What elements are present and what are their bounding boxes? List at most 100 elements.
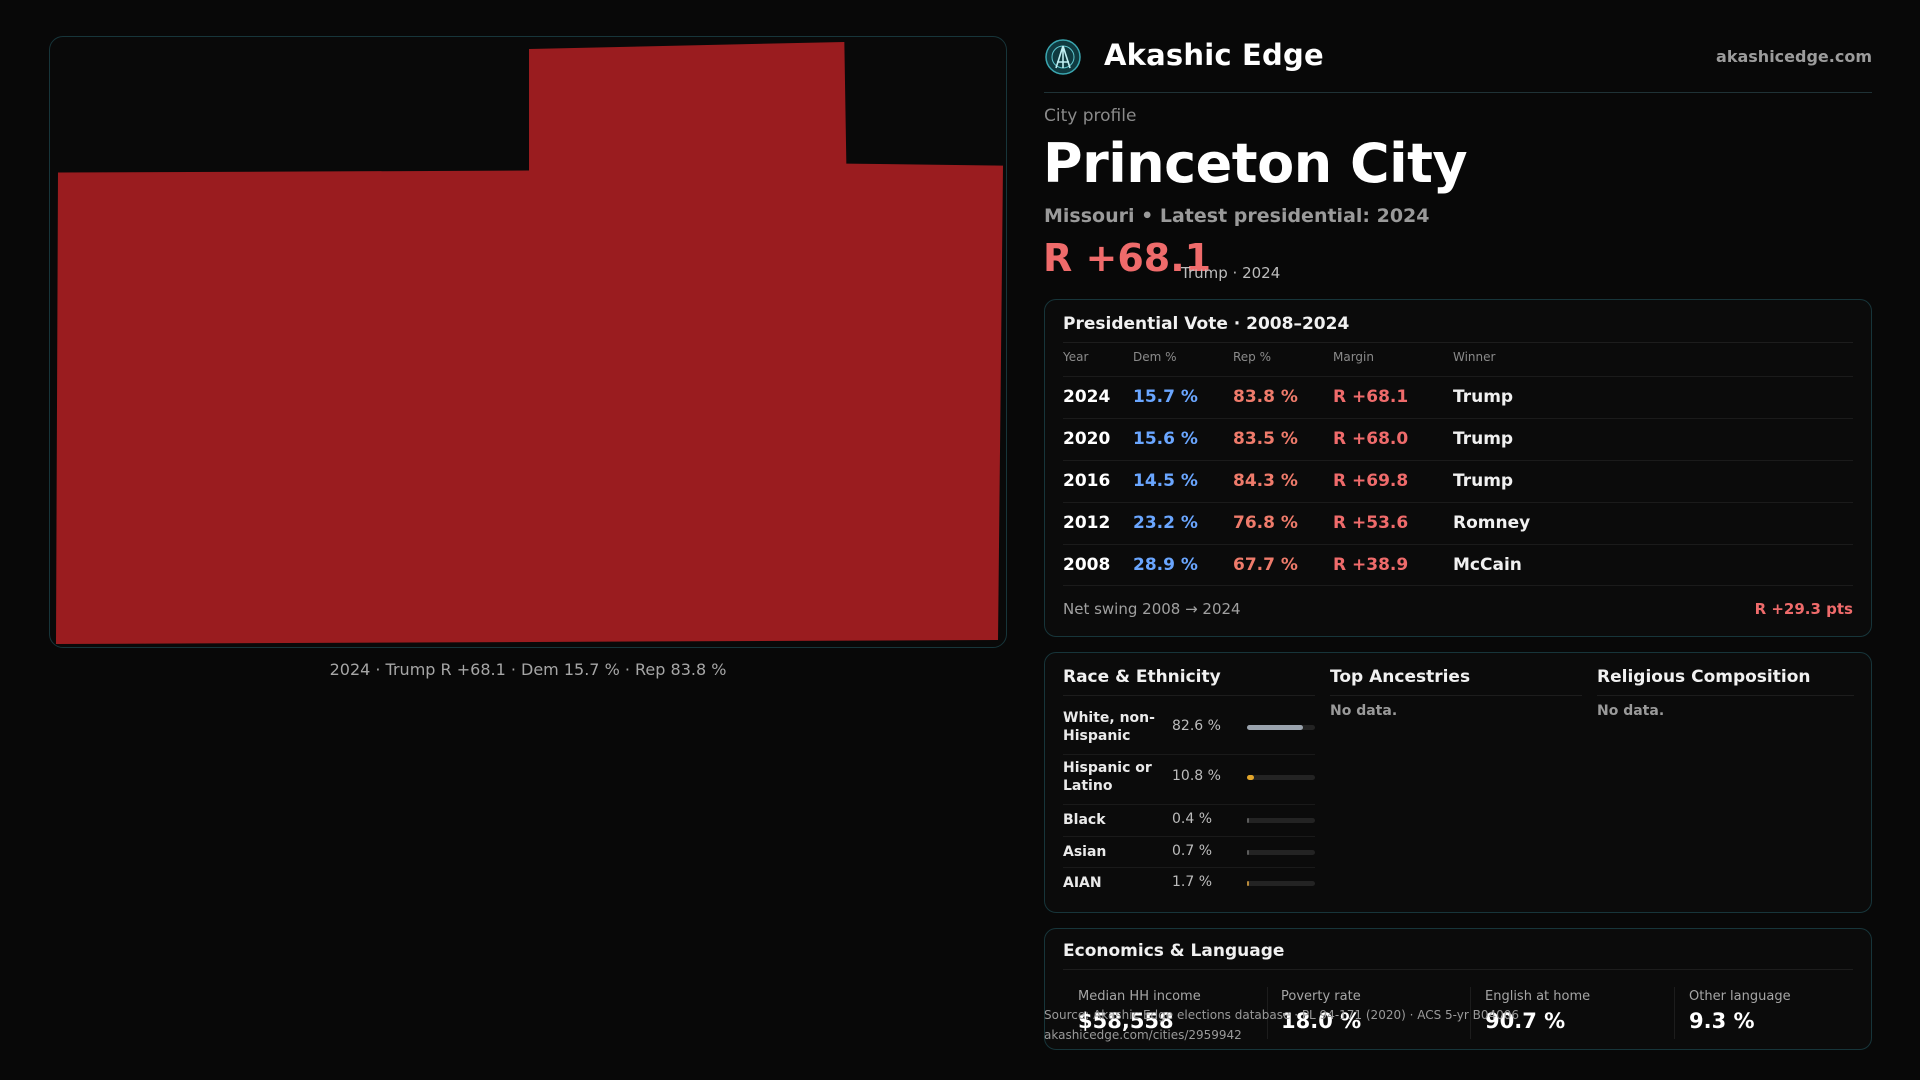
site-link[interactable]: akashicedge.com: [1716, 47, 1872, 66]
akashic-edge-logo-icon[interactable]: [1044, 38, 1082, 76]
divider: [1597, 695, 1854, 696]
stat-label: English at home: [1485, 989, 1591, 1004]
cell-winner: Trump: [1453, 471, 1514, 491]
cell-margin: R +68.1: [1333, 387, 1409, 407]
cell-winner: McCain: [1453, 555, 1522, 575]
map-caption: 2024 · Trump R +68.1 · Dem 15.7 % · Rep …: [329, 660, 727, 679]
race-row: AIAN 1.7 %: [1063, 868, 1315, 899]
divider: [1674, 987, 1675, 1039]
footer: Source: Akashic Edge elections database …: [1044, 1005, 1519, 1045]
race-bar-fill: [1247, 775, 1255, 780]
empty-state: No data.: [1330, 703, 1398, 719]
race-ethnicity-section: Race & Ethnicity White, non-Hispanic 82.…: [1063, 653, 1315, 912]
stat-value: 9.3 %: [1689, 1009, 1755, 1033]
app-title: Akashic Edge: [1104, 38, 1324, 72]
race-bar-fill: [1247, 818, 1250, 823]
cell-rep: 84.3 %: [1233, 471, 1298, 491]
stat-label: Median HH income: [1078, 989, 1201, 1004]
cell-margin: R +38.9: [1333, 555, 1409, 575]
divider: [1330, 695, 1582, 696]
race-label: Black: [1063, 812, 1106, 828]
column-header-rep: Rep %: [1233, 350, 1272, 364]
race-label: Hispanic or Latino: [1063, 760, 1152, 794]
divider: [1063, 342, 1853, 343]
cell-winner: Trump: [1453, 387, 1514, 407]
net-swing: Net swing 2008 → 2024 R +29.3 pts: [1063, 600, 1853, 618]
city-boundary-shape[interactable]: [55, 41, 1004, 645]
cell-dem: 15.6 %: [1133, 429, 1198, 449]
race-label: AIAN: [1063, 875, 1102, 891]
source-note: Source: Akashic Edge elections database …: [1044, 1008, 1520, 1022]
empty-state: No data.: [1597, 703, 1665, 719]
table-row: 2008 28.9 % 67.7 % R +38.9 McCain: [1063, 544, 1853, 586]
net-swing-value: R +29.3 pts: [1754, 600, 1853, 618]
race-row: White, non-Hispanic 82.6 %: [1063, 705, 1315, 755]
cell-margin: R +68.0: [1333, 429, 1409, 449]
section-title: Top Ancestries: [1330, 667, 1471, 687]
column-header-year: Year: [1063, 350, 1089, 364]
section-title: Race & Ethnicity: [1063, 667, 1221, 687]
race-percent: 10.8 %: [1172, 768, 1221, 784]
stat-label: Poverty rate: [1281, 989, 1361, 1004]
table-header: Year Dem % Rep % Margin Winner: [1063, 350, 1853, 376]
table-row: 2024 15.7 % 83.8 % R +68.1 Trump: [1063, 376, 1853, 418]
top-ancestries-section: Top Ancestries No data.: [1330, 653, 1582, 912]
stat-value: 18.0 %: [1281, 1009, 1362, 1033]
cell-year: 2008: [1063, 555, 1111, 575]
cell-winner: Trump: [1453, 429, 1514, 449]
stat-label: Other language: [1689, 989, 1791, 1004]
race-bar-track: [1247, 881, 1315, 886]
race-row: Black 0.4 %: [1063, 805, 1315, 837]
cell-margin: R +53.6: [1333, 513, 1409, 533]
net-swing-label: Net swing 2008 → 2024: [1063, 600, 1241, 618]
cell-year: 2016: [1063, 471, 1111, 491]
economics-language-card: Economics & Language Median HH income $5…: [1044, 928, 1872, 1050]
race-label: White, non-Hispanic: [1063, 710, 1155, 744]
column-header-dem: Dem %: [1133, 350, 1177, 364]
race-bar-track: [1247, 850, 1315, 855]
divider: [1063, 695, 1315, 696]
headline-margin-note: Trump · 2024: [1181, 264, 1281, 282]
page-eyebrow: City profile: [1044, 106, 1137, 126]
cell-year: 2020: [1063, 429, 1111, 449]
stat-other-language: Other language 9.3 %: [1689, 989, 1859, 1041]
cell-winner: Romney: [1453, 513, 1531, 533]
cell-rep: 67.7 %: [1233, 555, 1298, 575]
demographics-card: Race & Ethnicity White, non-Hispanic 82.…: [1044, 652, 1872, 913]
divider: [1267, 987, 1268, 1039]
page-url-link[interactable]: akashicedge.com/cities/2959942: [1044, 1028, 1242, 1042]
cell-dem: 23.2 %: [1133, 513, 1198, 533]
cell-rep: 83.8 %: [1233, 387, 1298, 407]
race-bar-fill: [1247, 850, 1250, 855]
column-header-margin: Margin: [1333, 350, 1374, 364]
cell-year: 2024: [1063, 387, 1111, 407]
table-row: 2012 23.2 % 76.8 % R +53.6 Romney: [1063, 502, 1853, 544]
cell-rep: 76.8 %: [1233, 513, 1298, 533]
app-header: Akashic Edge akashicedge.com: [1044, 34, 1872, 93]
race-percent: 82.6 %: [1172, 718, 1221, 734]
divider: [1063, 969, 1853, 970]
race-percent: 0.4 %: [1172, 811, 1213, 827]
city-map[interactable]: [49, 36, 1007, 648]
race-bar-track: [1247, 775, 1315, 780]
cell-rep: 83.5 %: [1233, 429, 1298, 449]
cell-year: 2012: [1063, 513, 1111, 533]
section-title: Religious Composition: [1597, 667, 1811, 687]
race-bar-track: [1247, 725, 1315, 730]
stat-poverty-rate: Poverty rate 18.0 %: [1281, 989, 1461, 1041]
race-bar-fill: [1247, 725, 1304, 730]
stat-value: 90.7 %: [1485, 1009, 1566, 1033]
table-row: 2020 15.6 % 83.5 % R +68.0 Trump: [1063, 418, 1853, 460]
stat-value: $58,558: [1078, 1009, 1174, 1033]
page-title: Princeton City: [1043, 132, 1468, 195]
race-bar-track: [1247, 818, 1315, 823]
race-label: Asian: [1063, 844, 1107, 860]
card-title: Economics & Language: [1063, 941, 1285, 961]
presidential-vote-card: Presidential Vote · 2008–2024 Year Dem %…: [1044, 299, 1872, 637]
race-percent: 0.7 %: [1172, 843, 1213, 859]
cell-dem: 28.9 %: [1133, 555, 1198, 575]
race-row: Asian 0.7 %: [1063, 837, 1315, 868]
cell-dem: 15.7 %: [1133, 387, 1198, 407]
stat-english-at-home: English at home 90.7 %: [1485, 989, 1665, 1041]
stat-median-income: Median HH income $58,558: [1078, 989, 1258, 1041]
